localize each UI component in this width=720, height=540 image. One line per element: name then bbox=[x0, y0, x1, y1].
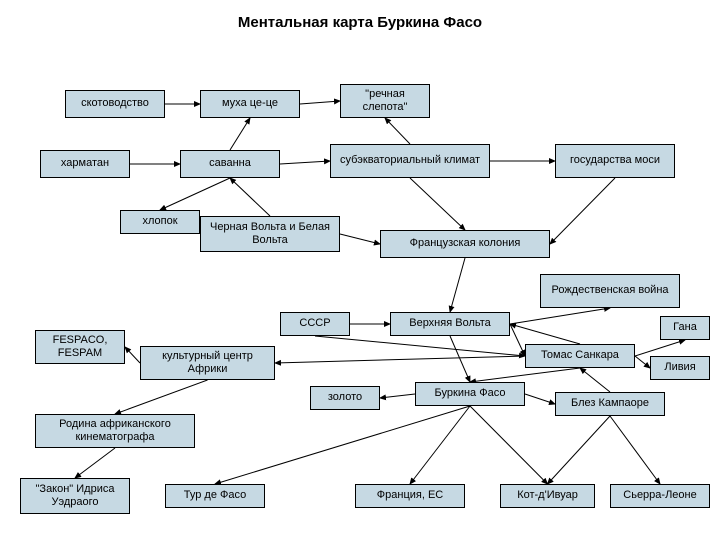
edge-volta-franccol bbox=[340, 234, 380, 244]
edge-bfaso-tourdefaso bbox=[215, 406, 470, 484]
edge-vvolta-rozhwar bbox=[510, 308, 610, 324]
edge-klimat-slepota bbox=[385, 118, 410, 144]
node-mosi: государства моси bbox=[555, 144, 675, 178]
node-zoloto: золото bbox=[310, 386, 380, 410]
edge-savanna-khlopok bbox=[160, 178, 230, 210]
edge-sankara-ghana bbox=[635, 340, 685, 356]
edge-bfaso-franceec bbox=[410, 406, 470, 484]
node-kampaore: Блез Кампаоре bbox=[555, 392, 665, 416]
edge-cultcentr-rodina bbox=[115, 380, 208, 414]
page-title: Ментальная карта Буркина Фасо bbox=[0, 14, 720, 31]
edge-sankara-cultcentr bbox=[275, 356, 525, 363]
node-khlopok: хлопок bbox=[120, 210, 200, 234]
node-rozhwar: Рождественская война bbox=[540, 274, 680, 308]
edge-bfaso-zoloto bbox=[380, 394, 415, 398]
node-cultcentr: культурный центр Африки bbox=[140, 346, 275, 380]
edge-mosi-franccol bbox=[550, 178, 615, 244]
node-sssr: СССР bbox=[280, 312, 350, 336]
edge-klimat-franccol bbox=[410, 178, 465, 230]
node-zakon: "Закон" Идриса Уэдраого bbox=[20, 478, 130, 514]
edge-kampaore-sankara bbox=[580, 368, 610, 392]
node-tourdefaso: Тур де Фасо bbox=[165, 484, 265, 508]
edge-layer bbox=[0, 0, 720, 540]
edge-sankara-vvolta bbox=[510, 324, 580, 344]
node-bfaso: Буркина Фасо bbox=[415, 382, 525, 406]
edge-kampaore-cotedivoire bbox=[548, 416, 611, 484]
node-rodina: Родина африканского кинематографа bbox=[35, 414, 195, 448]
node-franccol: Французская колония bbox=[380, 230, 550, 258]
node-skotovodstvo: скотоводство bbox=[65, 90, 165, 118]
edge-savanna-klimat bbox=[280, 161, 330, 164]
edge-savanna-mukha bbox=[230, 118, 250, 150]
node-sleone: Сьерра-Леоне bbox=[610, 484, 710, 508]
edge-kampaore-sleone bbox=[610, 416, 660, 484]
edge-sankara-libya bbox=[635, 356, 650, 368]
edge-sankara-bfaso bbox=[470, 368, 580, 382]
edge-rodina-zakon bbox=[75, 448, 115, 478]
edge-bfaso-cotedivoire bbox=[470, 406, 548, 484]
edge-vvolta-sankara bbox=[510, 324, 525, 356]
edge-cultcentr-fespaco bbox=[125, 347, 140, 363]
node-volta: Черная Вольта и Белая Вольта bbox=[200, 216, 340, 252]
node-sankara: Томас Санкара bbox=[525, 344, 635, 368]
node-libya: Ливия bbox=[650, 356, 710, 380]
node-savanna: саванна bbox=[180, 150, 280, 178]
node-mukha: муха це-це bbox=[200, 90, 300, 118]
node-fespaco: FESPACO, FESPAM bbox=[35, 330, 125, 364]
node-klimat: субэкваториальный климат bbox=[330, 144, 490, 178]
node-slepota: "речная слепота" bbox=[340, 84, 430, 118]
edge-franccol-vvolta bbox=[450, 258, 465, 312]
node-vvolta: Верхняя Вольта bbox=[390, 312, 510, 336]
node-kharmatan: харматан bbox=[40, 150, 130, 178]
node-ghana: Гана bbox=[660, 316, 710, 340]
edge-sssr-sankara bbox=[315, 336, 525, 356]
node-franceec: Франция, ЕС bbox=[355, 484, 465, 508]
edge-bfaso-kampaore bbox=[525, 394, 555, 404]
edge-vvolta-bfaso bbox=[450, 336, 470, 382]
edge-volta-savanna bbox=[230, 178, 270, 216]
edge-mukha-slepota bbox=[300, 101, 340, 104]
node-cotedivoire: Кот-д'Ивуар bbox=[500, 484, 595, 508]
